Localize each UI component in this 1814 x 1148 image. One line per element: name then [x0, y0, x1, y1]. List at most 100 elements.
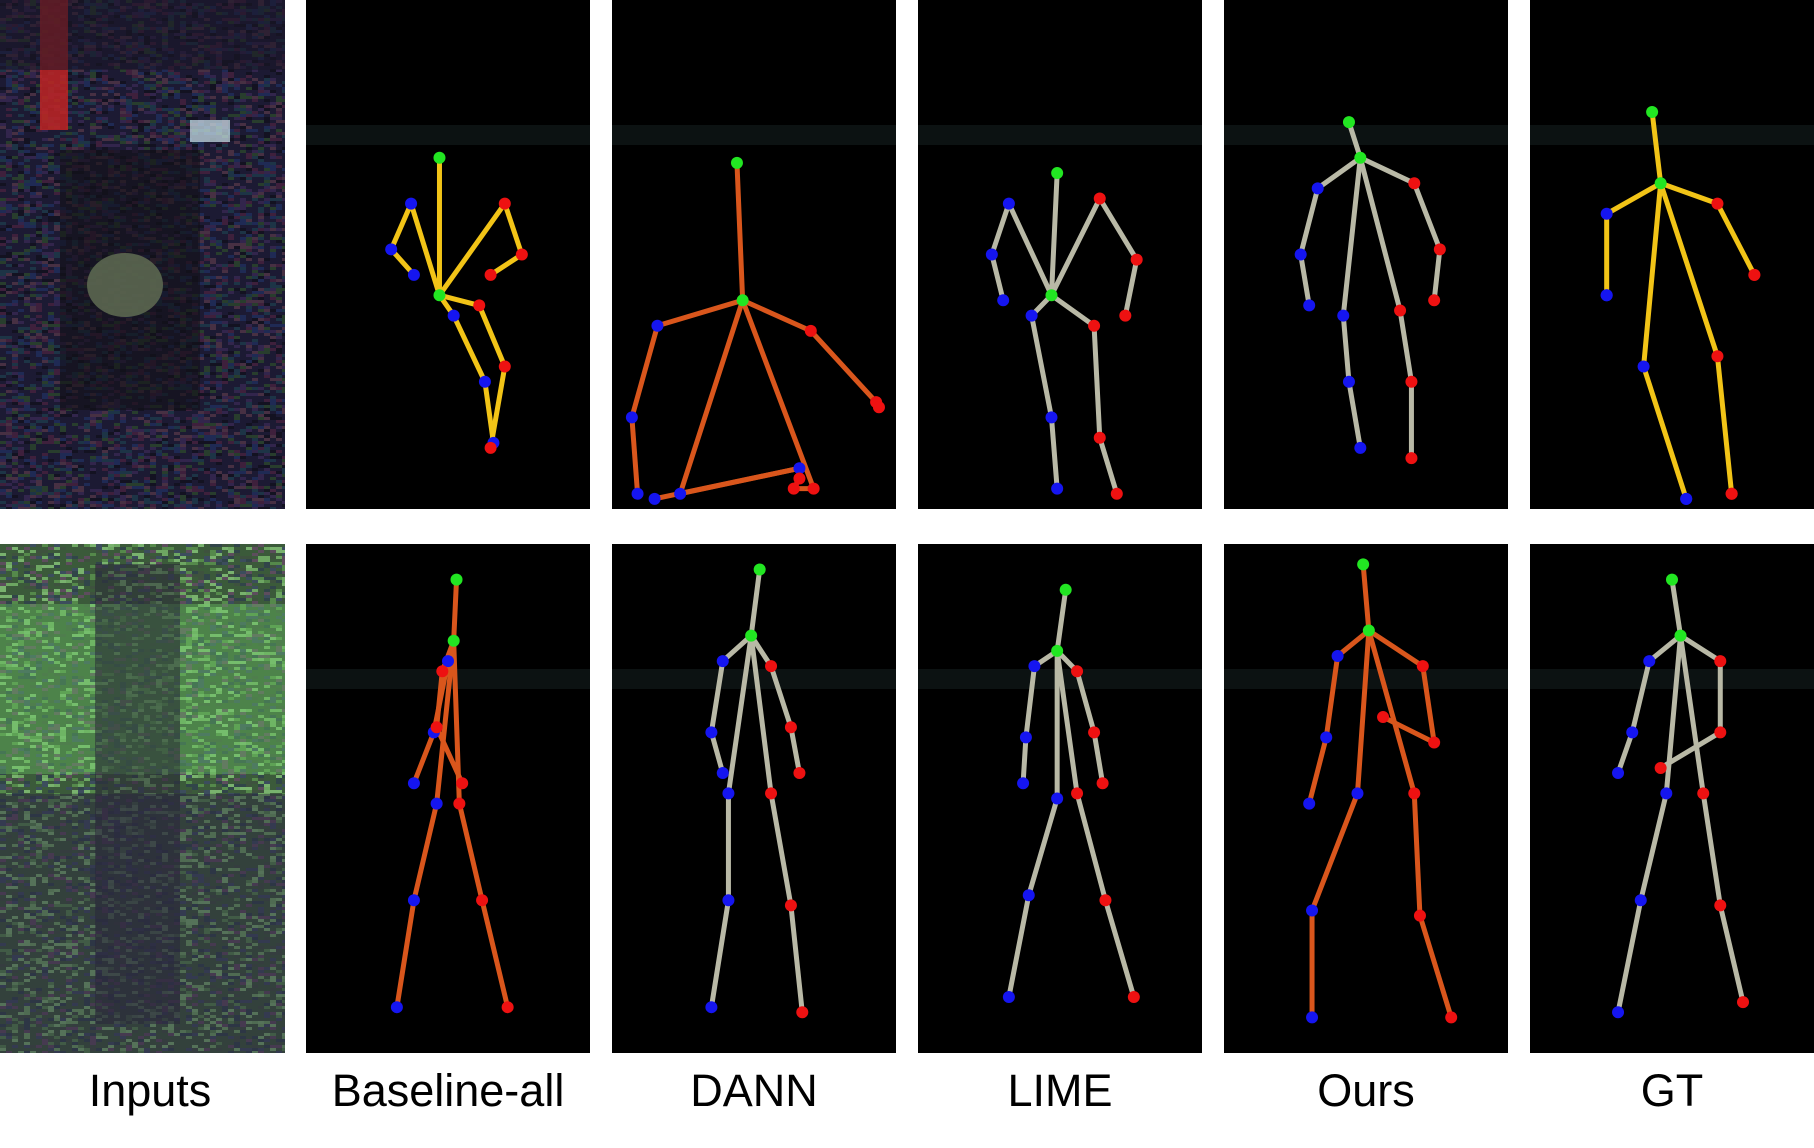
limb-neck-l-sho	[1646, 633, 1684, 664]
limb-neck-l-hip	[725, 633, 754, 796]
joint-r-hip	[473, 299, 486, 312]
limb-neck-r-sho	[1678, 633, 1723, 664]
light-spot	[190, 120, 230, 142]
pose-panel-baseline-all-row-2	[306, 544, 590, 1053]
limb-neck-r-hip	[1366, 628, 1417, 796]
joint-l-ank	[1306, 1011, 1319, 1024]
limb-head-neck	[1649, 109, 1664, 186]
joint-l-hip	[1025, 309, 1038, 322]
joint-head	[433, 151, 446, 164]
faint-scene-strip	[1530, 125, 1814, 145]
limb-head-neck	[1054, 587, 1069, 654]
joint-r-sho	[804, 324, 817, 337]
joint-r-ank	[1127, 991, 1140, 1004]
limb-l-knee-l-ank	[394, 897, 417, 1010]
joint-r-ank	[1445, 1011, 1458, 1024]
joint-neck	[447, 634, 460, 647]
joint-l-wri	[407, 777, 420, 790]
joint-head	[450, 573, 463, 586]
joint-r-hip	[1071, 787, 1084, 800]
limb-r-hip-r-knee	[1700, 790, 1723, 908]
limb-l-elb-l-wri	[1298, 252, 1312, 308]
limb-r-knee-r-ank	[488, 363, 508, 451]
joint-l-wri	[1303, 299, 1316, 312]
joint-l-wri	[631, 487, 644, 500]
joint-neck	[1051, 644, 1064, 657]
limb-r-sho-r-elb	[1074, 668, 1097, 735]
joint-l-sho	[1311, 182, 1324, 195]
joint-r-elb	[1428, 736, 1441, 749]
limb-r-elb-r-wri	[1091, 729, 1106, 786]
limb-head-neck	[1669, 577, 1684, 639]
joint-r-elb	[1130, 253, 1143, 266]
limb-l-sho-l-elb	[1298, 185, 1321, 257]
joint-r-knee	[1093, 431, 1106, 444]
faint-scene-strip	[612, 669, 896, 689]
joint-l-elb	[1294, 248, 1307, 261]
limb-r-knee-r-ank	[1097, 435, 1120, 497]
pose-panel-ours-row-2	[1224, 544, 1508, 1053]
joint-head	[1342, 116, 1355, 129]
joint-neck	[745, 629, 758, 642]
pose-panel-ours-row-1	[1224, 0, 1508, 509]
limb-r-hip-r-knee	[1074, 790, 1108, 903]
faint-scene-strip	[306, 125, 590, 145]
joint-head	[1666, 573, 1678, 586]
joint-l-wri	[1600, 289, 1613, 302]
limb-neck-l-sho	[720, 633, 754, 664]
limb-neck-l-hip	[677, 297, 746, 497]
limb-r-knee-r-ank	[1102, 897, 1137, 1000]
joint-l-wri	[407, 268, 420, 281]
joint-l-knee	[722, 894, 735, 907]
joint-r-knee	[787, 482, 800, 495]
limb-r-hip-r-knee	[1714, 353, 1735, 497]
dark-background	[918, 0, 1202, 509]
joint-l-hip	[1051, 792, 1064, 805]
joint-r-sho	[1093, 192, 1106, 205]
person-silhouette	[95, 564, 180, 1024]
joint-r-sho	[1408, 177, 1421, 190]
joint-r-knee	[1714, 899, 1727, 912]
limb-neck-l-sho	[1604, 180, 1664, 217]
person-silhouette	[60, 150, 200, 410]
joint-l-wri	[1017, 777, 1030, 790]
limb-l-hip-l-knee	[1641, 363, 1689, 502]
limb-r-elb-r-wri	[488, 252, 525, 278]
joint-head	[753, 563, 766, 576]
limb-l-knee-l-ank	[1006, 892, 1032, 1000]
dark-background	[612, 0, 896, 509]
joint-l-ank	[1680, 492, 1693, 505]
limb-l-sho-l-elb	[1023, 663, 1037, 740]
joint-r-knee	[1413, 909, 1426, 922]
joint-r-wri	[793, 767, 806, 780]
caption-gt: GT	[1640, 1065, 1704, 1116]
joint-r-hip	[1408, 787, 1421, 800]
joint-l-hip	[674, 487, 687, 500]
joint-l-sho	[1028, 660, 1041, 673]
joint-l-knee	[1022, 889, 1035, 902]
joint-r-hip	[1394, 304, 1407, 317]
joint-l-elb	[705, 726, 718, 739]
joint-r-wri	[1748, 268, 1761, 281]
joint-r-hip	[1711, 350, 1724, 363]
caption-inputs: Inputs	[88, 1065, 212, 1116]
limb-neck-r-hip	[451, 638, 462, 807]
joint-l-sho	[405, 197, 418, 210]
caption-dann: DANN	[690, 1065, 818, 1116]
joint-l-ank	[1002, 991, 1015, 1004]
joint-l-ank	[705, 1001, 718, 1014]
joint-r-hip	[1088, 319, 1101, 332]
limb-r-elb-r-wri	[1380, 714, 1437, 746]
limb-r-knee-r-ank	[1717, 902, 1746, 1005]
joint-r-elb	[1714, 726, 1727, 739]
joint-r-knee	[498, 360, 511, 373]
pose-panel-baseline-all-row-1	[306, 0, 590, 509]
limb-l-knee-l-ank	[1048, 414, 1060, 492]
limb-neck-l-sho	[1315, 155, 1363, 191]
joint-r-ank	[1405, 452, 1418, 465]
limb-neck-r-hip	[1048, 292, 1097, 329]
limb-l-hip-l-knee	[411, 801, 440, 903]
joint-r-ank	[1737, 996, 1749, 1009]
limb-l-hip-l-knee	[1029, 313, 1054, 420]
limb-head-neck	[1360, 561, 1372, 634]
